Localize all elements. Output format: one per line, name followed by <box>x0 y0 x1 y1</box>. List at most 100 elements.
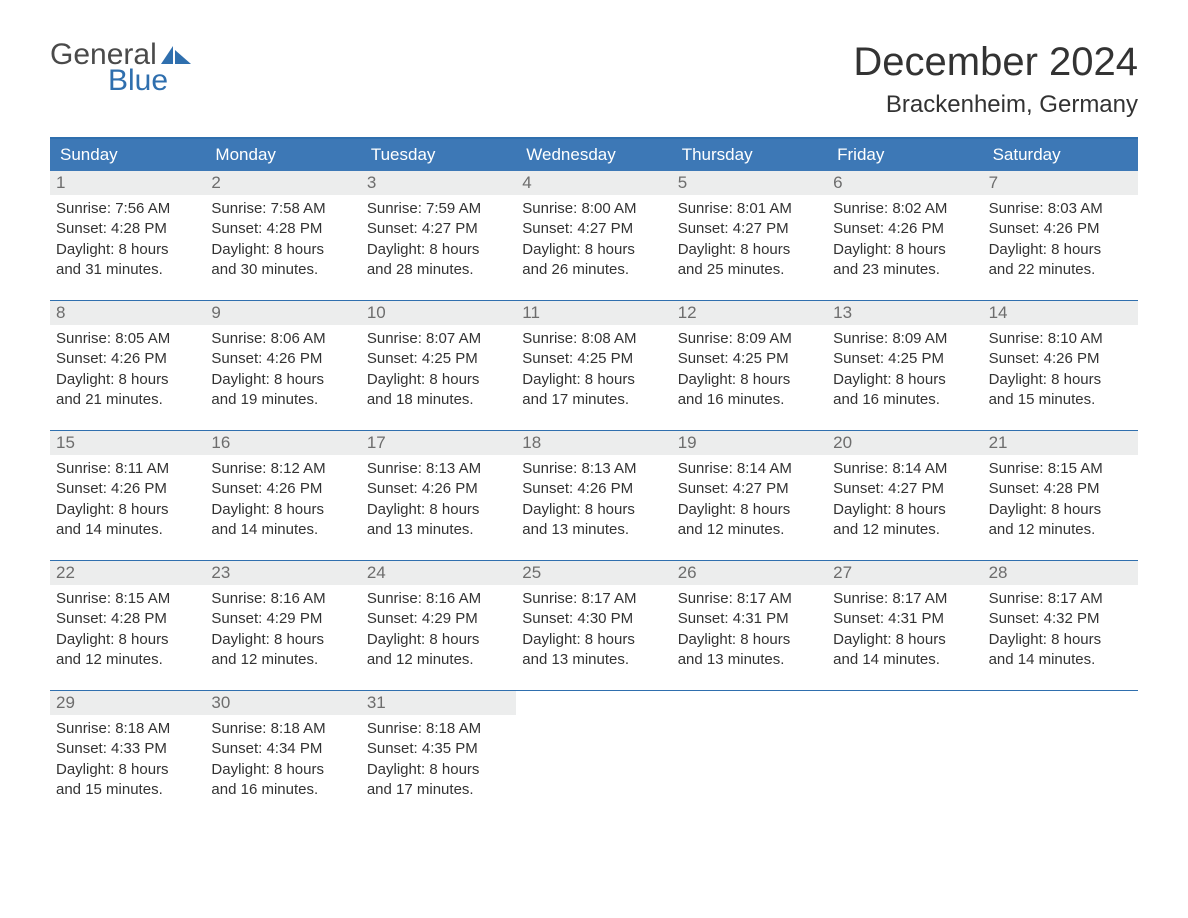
sunrise-line: Sunrise: 8:18 AM <box>211 719 354 739</box>
day-details: Sunrise: 8:17 AMSunset: 4:31 PMDaylight:… <box>672 585 827 680</box>
daylight-line-1: Daylight: 8 hours <box>989 630 1132 650</box>
day-cell <box>983 691 1138 810</box>
sunset-line: Sunset: 4:31 PM <box>833 609 976 629</box>
daylight-line-2: and 15 minutes. <box>989 390 1132 410</box>
day-number: 23 <box>205 561 360 585</box>
sunrise-line: Sunrise: 8:03 AM <box>989 199 1132 219</box>
daylight-line-2: and 14 minutes. <box>211 520 354 540</box>
day-cell <box>827 691 982 810</box>
day-cell: 23Sunrise: 8:16 AMSunset: 4:29 PMDayligh… <box>205 561 360 680</box>
weeks-container: 1Sunrise: 7:56 AMSunset: 4:28 PMDaylight… <box>50 171 1138 810</box>
day-number: 13 <box>827 301 982 325</box>
daylight-line-2: and 23 minutes. <box>833 260 976 280</box>
daylight-line-1: Daylight: 8 hours <box>211 760 354 780</box>
sunrise-line: Sunrise: 8:10 AM <box>989 329 1132 349</box>
weekday-header-row: Sunday Monday Tuesday Wednesday Thursday… <box>50 139 1138 171</box>
daylight-line-1: Daylight: 8 hours <box>833 630 976 650</box>
weekday-header: Saturday <box>983 139 1138 171</box>
day-details: Sunrise: 8:18 AMSunset: 4:33 PMDaylight:… <box>50 715 205 810</box>
day-cell: 25Sunrise: 8:17 AMSunset: 4:30 PMDayligh… <box>516 561 671 680</box>
daylight-line-1: Daylight: 8 hours <box>989 500 1132 520</box>
day-details: Sunrise: 8:01 AMSunset: 4:27 PMDaylight:… <box>672 195 827 290</box>
daylight-line-1: Daylight: 8 hours <box>211 630 354 650</box>
day-cell: 27Sunrise: 8:17 AMSunset: 4:31 PMDayligh… <box>827 561 982 680</box>
day-details: Sunrise: 8:17 AMSunset: 4:32 PMDaylight:… <box>983 585 1138 680</box>
daylight-line-2: and 14 minutes. <box>56 520 199 540</box>
daylight-line-2: and 16 minutes. <box>211 780 354 800</box>
daylight-line-2: and 12 minutes. <box>678 520 821 540</box>
day-number: 1 <box>50 171 205 195</box>
day-number: 25 <box>516 561 671 585</box>
sunset-line: Sunset: 4:26 PM <box>211 349 354 369</box>
day-number: 21 <box>983 431 1138 455</box>
day-number: 10 <box>361 301 516 325</box>
daylight-line-2: and 25 minutes. <box>678 260 821 280</box>
daylight-line-2: and 16 minutes. <box>678 390 821 410</box>
sunset-line: Sunset: 4:26 PM <box>833 219 976 239</box>
day-number: 3 <box>361 171 516 195</box>
day-details: Sunrise: 8:17 AMSunset: 4:30 PMDaylight:… <box>516 585 671 680</box>
sunrise-line: Sunrise: 8:06 AM <box>211 329 354 349</box>
sunset-line: Sunset: 4:25 PM <box>522 349 665 369</box>
day-details: Sunrise: 7:58 AMSunset: 4:28 PMDaylight:… <box>205 195 360 290</box>
daylight-line-1: Daylight: 8 hours <box>211 500 354 520</box>
day-cell: 2Sunrise: 7:58 AMSunset: 4:28 PMDaylight… <box>205 171 360 290</box>
sunset-line: Sunset: 4:26 PM <box>211 479 354 499</box>
day-number: 14 <box>983 301 1138 325</box>
week-row: 1Sunrise: 7:56 AMSunset: 4:28 PMDaylight… <box>50 171 1138 290</box>
day-cell: 8Sunrise: 8:05 AMSunset: 4:26 PMDaylight… <box>50 301 205 420</box>
sunrise-line: Sunrise: 8:09 AM <box>678 329 821 349</box>
day-details: Sunrise: 8:07 AMSunset: 4:25 PMDaylight:… <box>361 325 516 420</box>
day-details: Sunrise: 8:16 AMSunset: 4:29 PMDaylight:… <box>361 585 516 680</box>
week-row: 29Sunrise: 8:18 AMSunset: 4:33 PMDayligh… <box>50 690 1138 810</box>
daylight-line-2: and 12 minutes. <box>989 520 1132 540</box>
sunrise-line: Sunrise: 8:14 AM <box>833 459 976 479</box>
day-cell: 31Sunrise: 8:18 AMSunset: 4:35 PMDayligh… <box>361 691 516 810</box>
day-details: Sunrise: 8:18 AMSunset: 4:34 PMDaylight:… <box>205 715 360 810</box>
sunrise-line: Sunrise: 8:07 AM <box>367 329 510 349</box>
day-number: 17 <box>361 431 516 455</box>
daylight-line-2: and 17 minutes. <box>367 780 510 800</box>
sunset-line: Sunset: 4:26 PM <box>56 349 199 369</box>
daylight-line-2: and 26 minutes. <box>522 260 665 280</box>
daylight-line-2: and 12 minutes. <box>211 650 354 670</box>
daylight-line-1: Daylight: 8 hours <box>989 240 1132 260</box>
sunrise-line: Sunrise: 8:11 AM <box>56 459 199 479</box>
daylight-line-2: and 18 minutes. <box>367 390 510 410</box>
logo-word-2: Blue <box>50 66 191 96</box>
sunset-line: Sunset: 4:25 PM <box>833 349 976 369</box>
day-details: Sunrise: 8:00 AMSunset: 4:27 PMDaylight:… <box>516 195 671 290</box>
day-details: Sunrise: 8:13 AMSunset: 4:26 PMDaylight:… <box>361 455 516 550</box>
day-details: Sunrise: 8:09 AMSunset: 4:25 PMDaylight:… <box>827 325 982 420</box>
day-cell: 10Sunrise: 8:07 AMSunset: 4:25 PMDayligh… <box>361 301 516 420</box>
sunset-line: Sunset: 4:31 PM <box>678 609 821 629</box>
day-cell: 19Sunrise: 8:14 AMSunset: 4:27 PMDayligh… <box>672 431 827 550</box>
day-details: Sunrise: 8:15 AMSunset: 4:28 PMDaylight:… <box>50 585 205 680</box>
daylight-line-1: Daylight: 8 hours <box>678 370 821 390</box>
daylight-line-1: Daylight: 8 hours <box>678 500 821 520</box>
daylight-line-1: Daylight: 8 hours <box>522 500 665 520</box>
week-row: 15Sunrise: 8:11 AMSunset: 4:26 PMDayligh… <box>50 430 1138 550</box>
day-number: 20 <box>827 431 982 455</box>
sunrise-line: Sunrise: 8:17 AM <box>678 589 821 609</box>
sunset-line: Sunset: 4:25 PM <box>367 349 510 369</box>
sunset-line: Sunset: 4:27 PM <box>367 219 510 239</box>
day-number: 2 <box>205 171 360 195</box>
sunrise-line: Sunrise: 8:15 AM <box>989 459 1132 479</box>
day-number: 12 <box>672 301 827 325</box>
sunset-line: Sunset: 4:35 PM <box>367 739 510 759</box>
daylight-line-2: and 13 minutes. <box>367 520 510 540</box>
sunrise-line: Sunrise: 8:16 AM <box>211 589 354 609</box>
sunrise-line: Sunrise: 8:00 AM <box>522 199 665 219</box>
day-details: Sunrise: 8:03 AMSunset: 4:26 PMDaylight:… <box>983 195 1138 290</box>
sunrise-line: Sunrise: 8:17 AM <box>833 589 976 609</box>
day-cell: 14Sunrise: 8:10 AMSunset: 4:26 PMDayligh… <box>983 301 1138 420</box>
daylight-line-2: and 13 minutes. <box>522 650 665 670</box>
sunset-line: Sunset: 4:34 PM <box>211 739 354 759</box>
sunset-line: Sunset: 4:28 PM <box>211 219 354 239</box>
sunset-line: Sunset: 4:29 PM <box>367 609 510 629</box>
day-cell: 3Sunrise: 7:59 AMSunset: 4:27 PMDaylight… <box>361 171 516 290</box>
month-title: December 2024 <box>853 40 1138 85</box>
daylight-line-2: and 28 minutes. <box>367 260 510 280</box>
day-number: 7 <box>983 171 1138 195</box>
